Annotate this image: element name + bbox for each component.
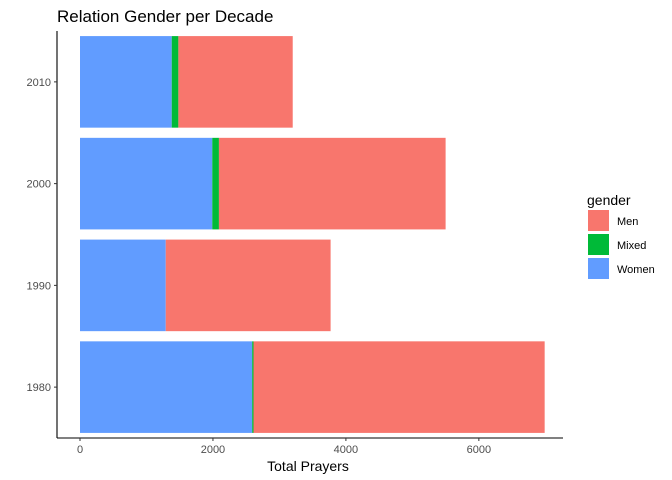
legend-key-women	[588, 258, 609, 279]
legend-key-men	[588, 210, 609, 231]
bar-women-2010	[80, 36, 172, 128]
bar-women-1990	[80, 239, 166, 332]
bar-mixed-1980	[252, 341, 254, 433]
legend-title: gender	[587, 192, 631, 208]
x-tick-label: 4000	[334, 444, 358, 456]
x-tick-label: 2000	[201, 444, 225, 456]
x-tick-label: 0	[77, 444, 83, 456]
y-tick-label: 1980	[27, 382, 51, 394]
legend: gender Men Mixed Women	[587, 192, 655, 279]
bar-men-2000	[218, 137, 446, 230]
legend-label-men: Men	[617, 216, 638, 228]
bar-mixed-2010	[171, 36, 179, 128]
y-tick-label: 2000	[27, 179, 51, 191]
y-axis: 1980 1990 2000 2010	[27, 77, 57, 394]
y-tick-label: 2010	[27, 77, 51, 89]
bar-men-1980	[253, 341, 545, 433]
chart-title: Relation Gender per Decade	[57, 7, 273, 26]
bar-men-2010	[178, 36, 293, 128]
bar-men-1990	[165, 239, 331, 332]
bar-women-1980	[80, 341, 253, 433]
legend-label-women: Women	[617, 264, 655, 276]
bar-mixed-2000	[212, 137, 219, 230]
x-axis: 0 2000 4000 6000	[77, 438, 491, 456]
bar-women-2000	[80, 137, 213, 230]
legend-key-mixed	[588, 234, 609, 255]
plot-area	[56, 31, 563, 439]
legend-label-mixed: Mixed	[617, 240, 646, 252]
x-axis-title: Total Prayers	[267, 458, 349, 474]
y-tick-label: 1990	[27, 280, 51, 292]
x-tick-label: 6000	[467, 444, 491, 456]
